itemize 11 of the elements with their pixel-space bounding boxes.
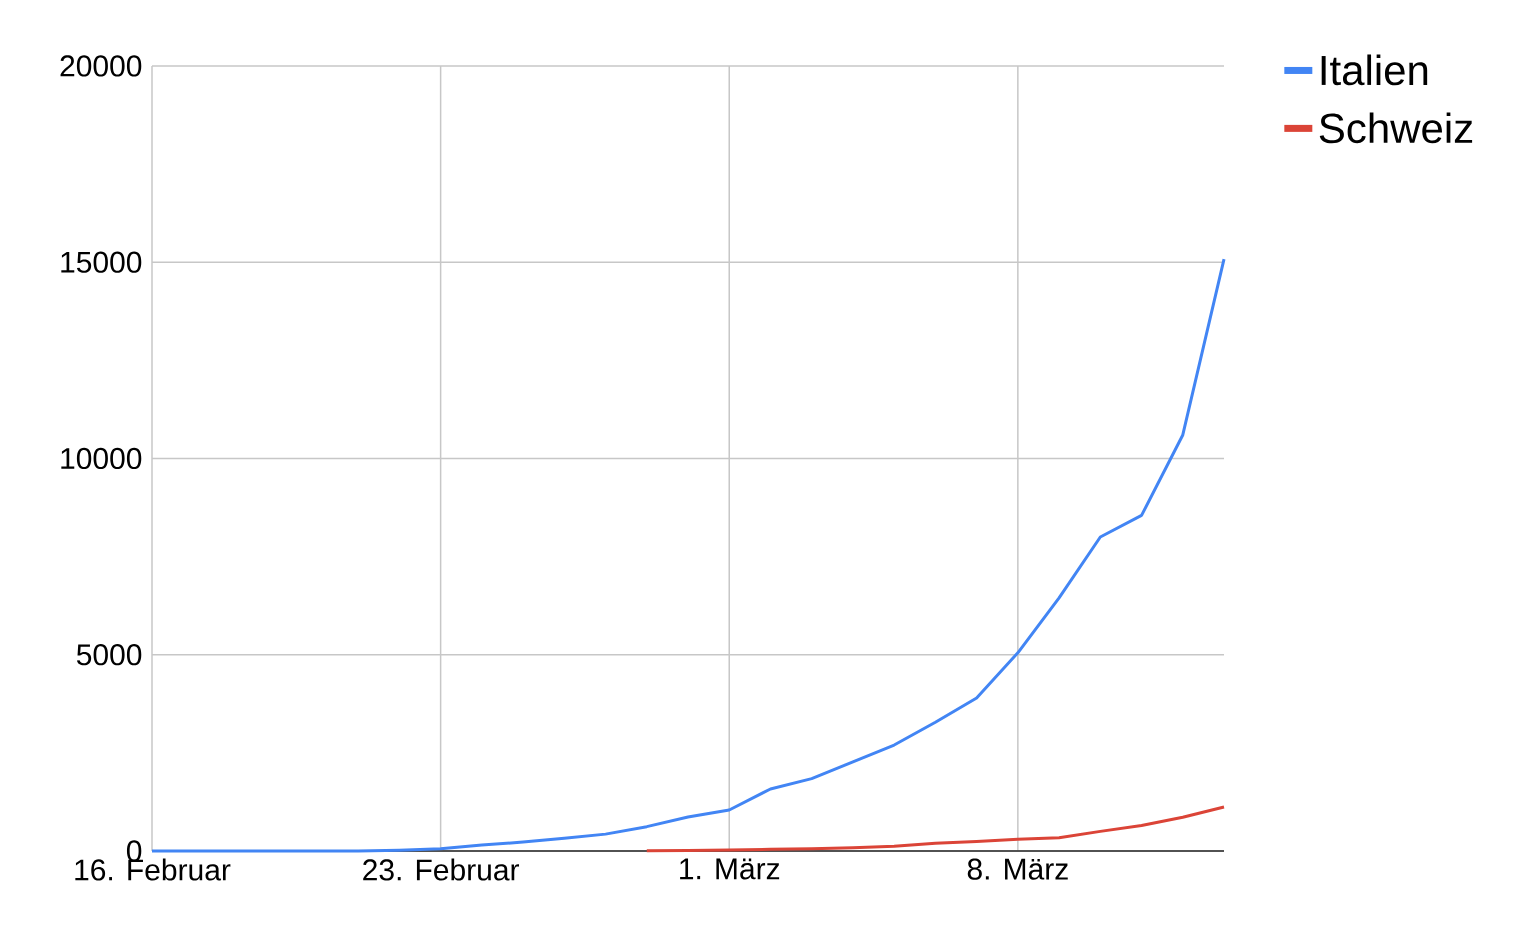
- line-series: [645, 805, 1226, 853]
- legend-label: Schweiz: [1319, 112, 1473, 144]
- x-tick-label: 1. März: [680, 858, 780, 880]
- x-tick-label: 16. Februar: [75, 858, 231, 881]
- y-tick-label: 10000: [61, 447, 142, 470]
- y-tick-label: 20000: [60, 55, 142, 77]
- x-tick-label: 8. März: [967, 858, 1068, 880]
- y-tick-label: 5000: [76, 644, 142, 666]
- legend-label: Italien: [1321, 54, 1428, 86]
- x-tick-label: 23. Februar: [363, 858, 520, 881]
- y-tick-label: 15000: [61, 251, 142, 273]
